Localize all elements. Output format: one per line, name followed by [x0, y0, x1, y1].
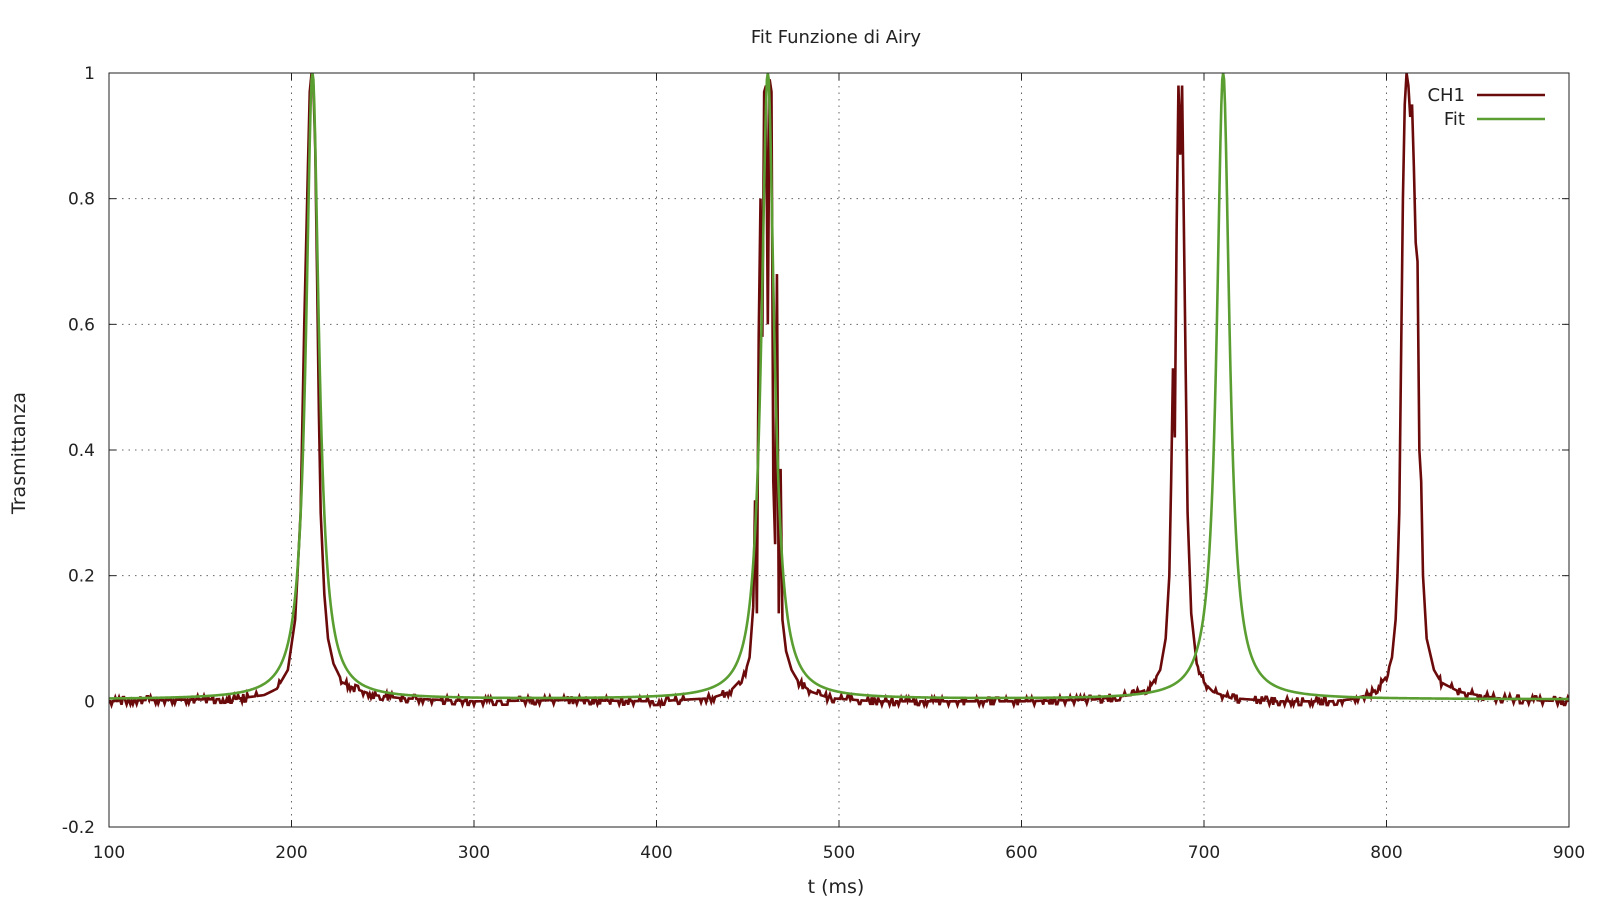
x-tick-label: 200: [275, 843, 307, 863]
y-tick-label: 0.2: [68, 567, 95, 587]
x-tick-label: 900: [1553, 843, 1585, 863]
x-tick-label: 100: [93, 843, 125, 863]
y-tick-label: -0.2: [62, 818, 95, 838]
chart-title: Fit Funzione di Airy: [751, 27, 922, 48]
ticks: 100 200 300 400 500 600 700 800 900 -0.2 0 0.2 0.4 0.…: [62, 64, 1585, 863]
x-tick-label: 700: [1188, 843, 1220, 863]
x-tick-label: 800: [1370, 843, 1402, 863]
legend-label: Fit: [1444, 109, 1465, 130]
fit-line: [109, 72, 1569, 701]
legend-label: CH1: [1427, 85, 1465, 106]
legend: CH1 Fit: [1427, 85, 1545, 130]
y-tick-label: 0.4: [68, 441, 95, 461]
x-tick-label: 500: [823, 843, 855, 863]
y-tick-label: 0.8: [68, 190, 95, 210]
y-tick-label: 0: [84, 692, 95, 712]
x-tick-label: 300: [458, 843, 490, 863]
x-tick-label: 400: [640, 843, 672, 863]
x-axis-title: t (ms): [808, 876, 865, 898]
x-tick-label: 600: [1005, 843, 1037, 863]
plot-frame: [108, 72, 1570, 828]
y-tick-label: 0.6: [68, 315, 95, 335]
y-axis-title: Trasmittanza: [8, 392, 30, 515]
y-tick-label: 1: [84, 64, 95, 84]
series-layer: [109, 72, 1569, 710]
ch1-line: [109, 72, 1569, 710]
